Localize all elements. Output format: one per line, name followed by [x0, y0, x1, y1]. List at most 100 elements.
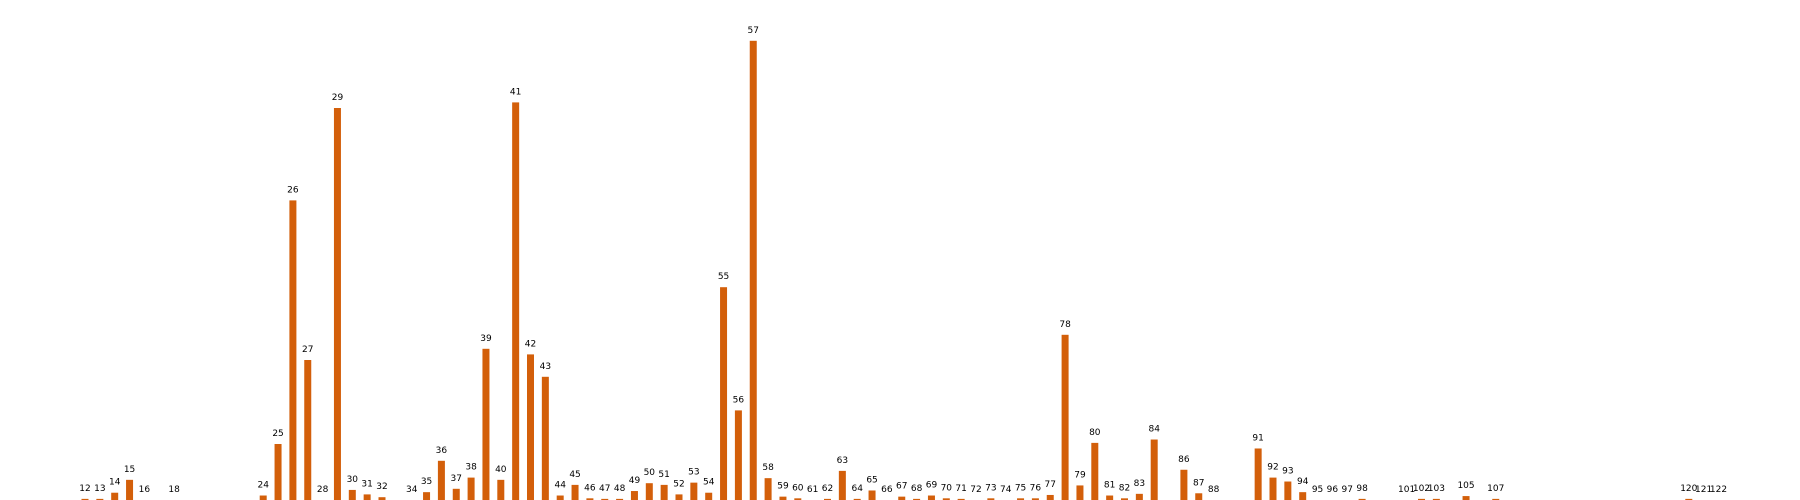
bar-73 [987, 498, 995, 500]
bar-label-43: 43 [540, 362, 551, 372]
bar-label-68: 68 [911, 484, 923, 494]
bar-13 [96, 498, 104, 500]
bar-label-105: 105 [1457, 481, 1474, 491]
bar-label-40: 40 [495, 465, 507, 475]
bar-31 [363, 494, 371, 500]
bar-label-60: 60 [792, 483, 804, 493]
bar-68 [913, 498, 921, 500]
bar-43 [541, 376, 549, 500]
bar-label-66: 66 [881, 485, 893, 495]
bar-71 [957, 498, 965, 500]
bar-27 [304, 360, 312, 500]
bar-label-73: 73 [985, 483, 996, 493]
bar-label-48: 48 [614, 484, 626, 494]
bar-label-57: 57 [748, 26, 759, 36]
bar-label-80: 80 [1089, 428, 1101, 438]
bar-41 [512, 102, 520, 500]
bar-label-101: 101 [1398, 485, 1415, 495]
bar-label-91: 91 [1252, 433, 1263, 443]
bar-69 [927, 495, 935, 500]
bar-76 [1031, 498, 1039, 500]
bar-47 [601, 498, 609, 500]
bar-label-78: 78 [1059, 320, 1071, 330]
bar-label-32: 32 [376, 482, 387, 492]
bar-57 [749, 40, 757, 500]
bar-label-86: 86 [1178, 455, 1190, 465]
bar-label-74: 74 [1000, 485, 1012, 495]
bar-103 [1432, 498, 1440, 500]
bar-37 [452, 488, 460, 500]
bar-54 [705, 492, 713, 500]
bar-label-16: 16 [139, 485, 151, 495]
bar-label-47: 47 [599, 484, 610, 494]
bars-group [81, 40, 1693, 500]
bar-80 [1091, 442, 1099, 500]
bar-42 [527, 354, 534, 500]
bar-label-24: 24 [257, 481, 269, 491]
bar-label-76: 76 [1030, 483, 1042, 493]
bar-label-98: 98 [1356, 484, 1368, 494]
bar-label-28: 28 [317, 485, 329, 495]
bar-82 [1121, 498, 1128, 500]
bar-label-63: 63 [837, 456, 848, 466]
bar-94 [1299, 492, 1307, 500]
bar-label-44: 44 [554, 481, 566, 491]
bar-102 [1418, 498, 1425, 500]
bar-53 [690, 482, 698, 500]
bar-25 [274, 444, 282, 500]
bar-26 [289, 200, 297, 500]
bar-label-29: 29 [332, 93, 344, 103]
bar-40 [497, 479, 505, 500]
bar-label-87: 87 [1193, 478, 1204, 488]
bar-label-46: 46 [584, 483, 596, 493]
bar-45 [571, 484, 579, 500]
bar-label-18: 18 [168, 485, 180, 495]
bar-label-103: 103 [1428, 484, 1445, 494]
bar-label-31: 31 [361, 479, 372, 489]
bar-93 [1284, 481, 1292, 500]
bar-label-51: 51 [658, 470, 669, 480]
bar-label-88: 88 [1208, 485, 1220, 495]
bar-67 [898, 496, 906, 500]
bar-30 [348, 489, 356, 500]
bar-label-84: 84 [1148, 425, 1160, 435]
bar-label-59: 59 [777, 482, 789, 492]
bar-label-69: 69 [926, 481, 938, 491]
bar-label-71: 71 [955, 484, 966, 494]
bar-label-67: 67 [896, 482, 907, 492]
bar-label-102: 102 [1413, 484, 1430, 494]
bar-label-37: 37 [451, 474, 462, 484]
bar-label-30: 30 [347, 475, 359, 485]
bar-12 [81, 498, 89, 500]
bar-91 [1254, 448, 1262, 500]
bar-29 [333, 108, 341, 500]
bar-label-15: 15 [124, 465, 135, 475]
bar-58 [764, 478, 772, 500]
bar-48 [616, 498, 624, 500]
bar-label-12: 12 [79, 484, 90, 494]
bar-label-61: 61 [807, 485, 818, 495]
bar-label-58: 58 [762, 463, 774, 473]
bar-label-92: 92 [1267, 463, 1278, 473]
bar-label-38: 38 [465, 463, 477, 473]
bar-label-95: 95 [1312, 485, 1323, 495]
bar-38 [467, 477, 475, 500]
bar-label-121: 121 [1695, 485, 1712, 495]
bar-label-13: 13 [94, 484, 105, 494]
bar-label-55: 55 [718, 272, 729, 282]
bar-56 [734, 410, 742, 500]
bar-39 [482, 348, 490, 500]
bar-label-75: 75 [1015, 483, 1026, 493]
bar-label-42: 42 [525, 339, 536, 349]
bar-label-72: 72 [970, 485, 981, 495]
bar-107 [1492, 498, 1500, 500]
bar-79 [1076, 485, 1084, 500]
bar-120 [1685, 498, 1693, 500]
bar-92 [1269, 477, 1277, 500]
bar-label-120: 120 [1680, 484, 1697, 494]
bar-86 [1180, 469, 1188, 500]
bar-49 [630, 491, 638, 500]
bar-label-27: 27 [302, 345, 313, 355]
